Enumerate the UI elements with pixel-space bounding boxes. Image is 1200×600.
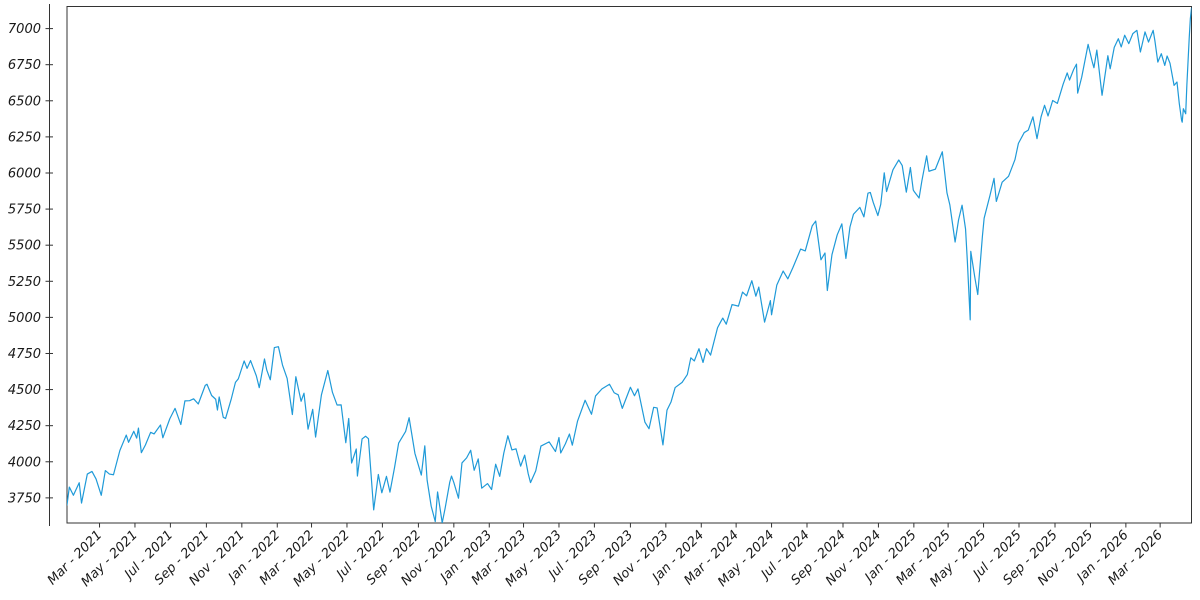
y-tick-label: 5500 [8, 239, 41, 254]
y-tick-label: 5000 [8, 311, 41, 326]
y-tick-label: 4500 [8, 383, 41, 398]
y-tick-label: 6250 [8, 130, 41, 145]
plot-border [66, 6, 1192, 524]
y-tick-label: 6000 [8, 166, 41, 181]
y-tick-label: 6500 [8, 94, 41, 109]
y-tick-label: 3750 [8, 491, 41, 506]
y-tick-label: 6750 [8, 58, 41, 73]
y-tick-label: 4750 [8, 347, 41, 362]
y-tick-label: 4250 [8, 419, 41, 434]
y-tick-label: 5750 [8, 203, 41, 218]
y-tick-label: 4000 [8, 455, 41, 470]
y-tick-label: 7000 [8, 22, 41, 37]
y-tick-label: 5250 [8, 275, 41, 290]
price-line [67, 7, 1192, 523]
